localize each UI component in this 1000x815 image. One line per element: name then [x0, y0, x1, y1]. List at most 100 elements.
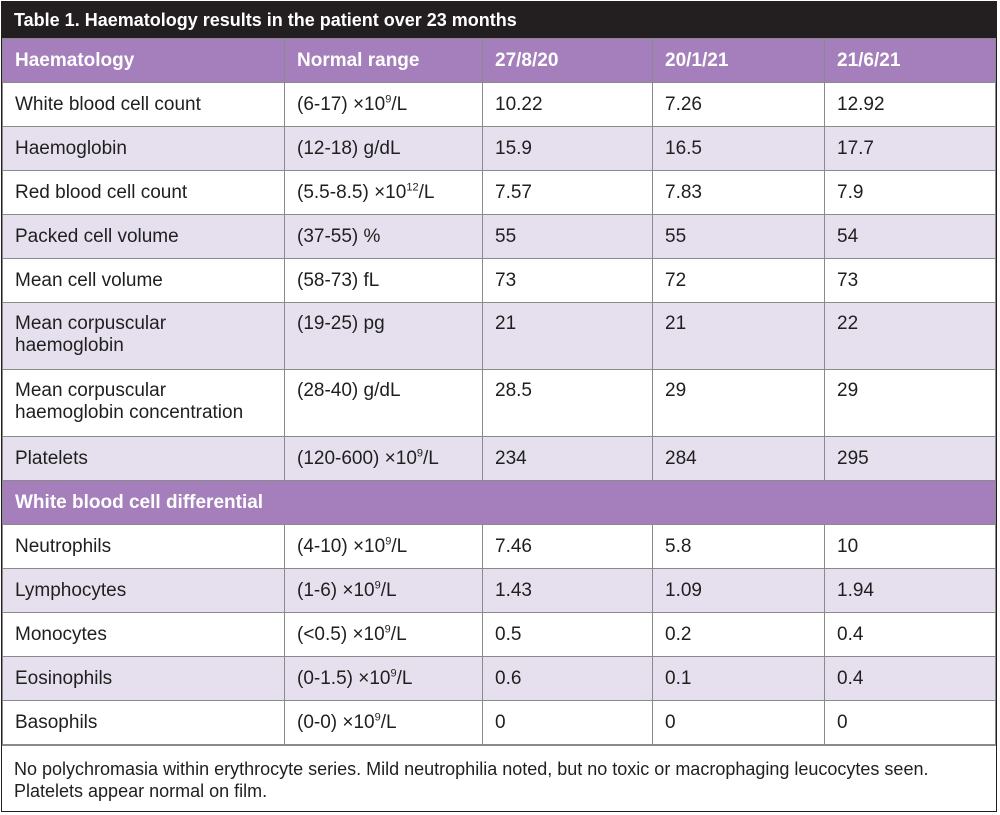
table-caption: Table 1. Haematology results in the pati… — [2, 2, 996, 38]
normal-range-cell: (58-73) fL — [284, 258, 483, 303]
value-cell-date-3: 17.7 — [824, 126, 996, 171]
header-cell-normal-range: Normal range — [284, 38, 483, 83]
parameter-name-cell: Eosinophils — [2, 656, 285, 701]
value-cell-date-2: 7.26 — [652, 82, 825, 127]
normal-range-cell: (12-18) g/dL — [284, 126, 483, 171]
value-cell-date-2: 0 — [652, 700, 825, 745]
range-exponent: 9 — [384, 623, 391, 636]
table-row: Platelets (120-600) ×109/L 234 284 295 — [2, 436, 996, 481]
value-cell-date-3: 10 — [824, 524, 996, 569]
value-cell-date-3: 73 — [824, 258, 996, 303]
parameter-name-cell: Mean cell volume — [2, 258, 285, 303]
value-cell-date-1: 0.5 — [482, 612, 653, 657]
header-cell-haematology: Haematology — [2, 38, 285, 83]
value-cell-date-2: 0.2 — [652, 612, 825, 657]
range-text: (5.5-8.5) ×10 — [297, 181, 407, 203]
value-cell-date-3: 0.4 — [824, 656, 996, 701]
table-row: Lymphocytes (1-6) ×109/L 1.43 1.09 1.94 — [2, 568, 996, 613]
value-cell-date-1: 0 — [482, 700, 653, 745]
range-text: (4-10) ×10 — [297, 535, 386, 557]
table-row: White blood cell count (6-17) ×109/L 10.22… — [2, 82, 996, 127]
range-text: (58-73) fL — [297, 269, 380, 291]
range-text: (12-18) g/dL — [297, 137, 401, 159]
range-text: (6-17) ×10 — [297, 93, 386, 115]
table-footnote: No polychromasia within erythrocyte seri… — [2, 745, 996, 802]
value-cell-date-2: 7.83 — [652, 170, 825, 215]
normal-range-cell: (1-6) ×109/L — [284, 568, 483, 613]
value-cell-date-2: 72 — [652, 258, 825, 303]
value-cell-date-2: 0.1 — [652, 656, 825, 701]
header-cell-date-2: 20/1/21 — [652, 38, 825, 83]
range-text: (120-600) ×10 — [297, 447, 417, 469]
range-exponent: 12 — [406, 181, 419, 194]
table-row: Basophils (0-0) ×109/L 0 0 0 — [2, 700, 996, 745]
value-cell-date-1: 28.5 — [482, 369, 653, 437]
parameter-name-cell: Monocytes — [2, 612, 285, 657]
value-cell-date-3: 54 — [824, 214, 996, 259]
range-text: (37-55) % — [297, 225, 381, 247]
header-cell-date-3: 21/6/21 — [824, 38, 996, 83]
table-row: Neutrophils (4-10) ×109/L 7.46 5.8 10 — [2, 524, 996, 569]
normal-range-cell: (6-17) ×109/L — [284, 82, 483, 127]
range-unit: /L — [390, 623, 407, 645]
value-cell-date-1: 234 — [482, 436, 653, 481]
parameter-name-cell: Haemoglobin — [2, 126, 285, 171]
value-cell-date-3: 0 — [824, 700, 996, 745]
parameter-name-cell: Red blood cell count — [2, 170, 285, 215]
value-cell-date-2: 284 — [652, 436, 825, 481]
range-unit: /L — [396, 667, 413, 689]
range-text: (<0.5) ×10 — [297, 623, 385, 645]
haematology-table: Haematology Normal range 27/8/20 20/1/21… — [2, 38, 996, 745]
range-text: (28-40) g/dL — [297, 380, 401, 401]
table-row: Haemoglobin (12-18) g/dL 15.9 16.5 17.7 — [2, 126, 996, 171]
value-cell-date-2: 5.8 — [652, 524, 825, 569]
value-cell-date-3: 295 — [824, 436, 996, 481]
value-cell-date-1: 73 — [482, 258, 653, 303]
parameter-name-cell: Basophils — [2, 700, 285, 745]
range-exponent: 9 — [374, 579, 381, 592]
value-cell-date-3: 0.4 — [824, 612, 996, 657]
parameter-name-cell: Lymphocytes — [2, 568, 285, 613]
normal-range-cell: (19-25) pg — [284, 302, 483, 370]
range-exponent: 9 — [374, 711, 381, 724]
value-cell-date-3: 22 — [824, 302, 996, 370]
value-cell-date-1: 55 — [482, 214, 653, 259]
parameter-name-cell: Neutrophils — [2, 524, 285, 569]
value-cell-date-2: 16.5 — [652, 126, 825, 171]
normal-range-cell: (4-10) ×109/L — [284, 524, 483, 569]
normal-range-cell: (120-600) ×109/L — [284, 436, 483, 481]
value-cell-date-3: 1.94 — [824, 568, 996, 613]
table-row: Packed cell volume (37-55) % 55 55 54 — [2, 214, 996, 259]
value-cell-date-3: 12.92 — [824, 82, 996, 127]
normal-range-cell: (<0.5) ×109/L — [284, 612, 483, 657]
range-unit: /L — [380, 711, 397, 733]
header-row: Haematology Normal range 27/8/20 20/1/21… — [2, 38, 996, 83]
range-exponent: 9 — [385, 535, 392, 548]
table-row: Mean corpuscular haemoglobin concentrati… — [2, 369, 996, 437]
value-cell-date-3: 7.9 — [824, 170, 996, 215]
value-cell-date-1: 7.46 — [482, 524, 653, 569]
range-text: (1-6) ×10 — [297, 579, 375, 601]
section-heading-differential: White blood cell differential — [2, 480, 996, 525]
value-cell-date-2: 1.09 — [652, 568, 825, 613]
section-header-row: White blood cell differential — [2, 480, 996, 525]
parameter-name-cell: White blood cell count — [2, 82, 285, 127]
range-unit: /L — [380, 579, 397, 601]
parameter-name-cell: Mean corpuscular haemoglobin — [2, 302, 285, 370]
value-cell-date-1: 10.22 — [482, 82, 653, 127]
value-cell-date-1: 15.9 — [482, 126, 653, 171]
value-cell-date-2: 21 — [652, 302, 825, 370]
range-unit: /L — [418, 181, 435, 203]
range-unit: /L — [391, 93, 408, 115]
value-cell-date-1: 0.6 — [482, 656, 653, 701]
range-exponent: 9 — [385, 93, 392, 106]
range-exponent: 9 — [390, 667, 397, 680]
normal-range-cell: (28-40) g/dL — [284, 369, 483, 437]
header-cell-date-1: 27/8/20 — [482, 38, 653, 83]
range-exponent: 9 — [416, 447, 424, 460]
range-text: (0-0) ×10 — [297, 711, 375, 733]
value-cell-date-2: 29 — [652, 369, 825, 437]
parameter-name-cell: Mean corpuscular haemoglobin concentrati… — [2, 369, 285, 437]
value-cell-date-1: 21 — [482, 302, 653, 370]
